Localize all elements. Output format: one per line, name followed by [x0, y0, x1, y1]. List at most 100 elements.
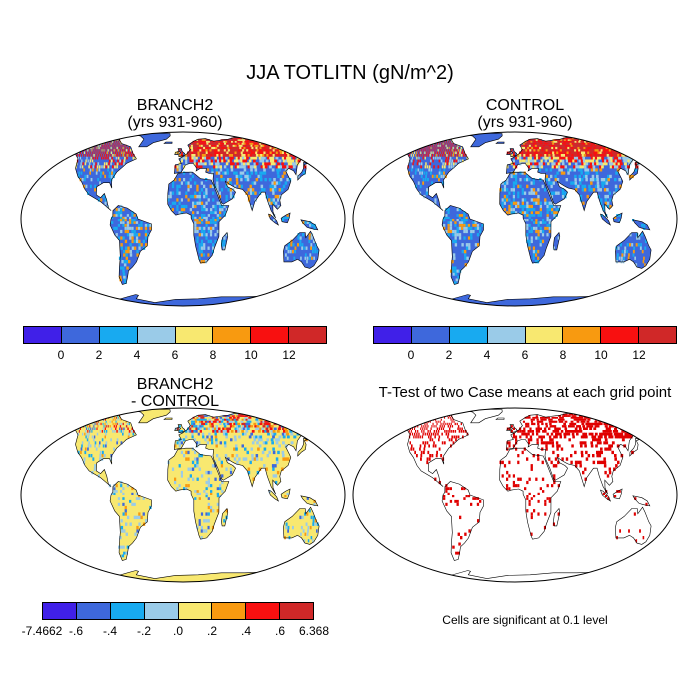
colorbar-tick-label: 8	[559, 348, 567, 362]
colorbar-box	[487, 327, 526, 343]
branch-title-line2: (yrs 931-960)	[127, 114, 223, 131]
colorbar-box	[246, 603, 281, 619]
coastline-britain	[509, 424, 518, 434]
control-map	[352, 131, 678, 307]
coastline-southamerica	[109, 481, 152, 561]
coastline-borneo	[280, 488, 291, 500]
coastline-africa	[167, 171, 230, 264]
coastline-greenland	[466, 408, 503, 424]
colorbar-tick-label: 12	[282, 348, 296, 362]
coastline-britain	[509, 148, 518, 158]
coastline-iceland	[163, 417, 173, 420]
coastline-nzealand	[330, 262, 339, 272]
coastline-nzealand	[330, 538, 339, 548]
land-sumatra	[268, 490, 279, 501]
coastline-iceland	[495, 417, 505, 420]
land-nzealand	[331, 539, 338, 547]
map-border	[352, 131, 678, 307]
coastline-newguinea	[632, 219, 651, 231]
land-nzsouth	[657, 270, 666, 277]
colorbar-tick-label: .0	[172, 624, 184, 638]
coastline-madagascar	[553, 507, 561, 527]
coastline-southamerica	[441, 481, 484, 561]
land-iceland	[164, 418, 173, 420]
land-sumatra	[600, 214, 611, 225]
colorbar-tick-label: 2	[445, 348, 453, 362]
coastline-borneo	[280, 212, 291, 224]
colorbar-box	[137, 327, 176, 343]
coastline-sumatra	[267, 489, 280, 502]
coastline-borneo	[612, 212, 623, 224]
land-field	[379, 408, 671, 582]
land-greenland	[134, 409, 171, 423]
colorbar-tick-label: 0	[407, 348, 415, 362]
coastline-southamerica	[441, 205, 484, 285]
figure-title: JJA TOTLITN (gN/m^2)	[246, 62, 454, 84]
colorbar-box	[175, 327, 214, 343]
colorbar-box	[76, 603, 111, 619]
map-border	[20, 407, 346, 583]
colorbar-box	[280, 603, 313, 619]
coastline-madagascar	[221, 231, 229, 251]
colorbar-box	[289, 327, 326, 343]
coastline-australia	[283, 230, 320, 269]
coastline-iceland	[163, 141, 173, 144]
coastline-iceland	[495, 141, 505, 144]
colorbar-box	[601, 327, 640, 343]
coastline-northamerica	[382, 137, 469, 211]
coastline-eurasia	[173, 411, 325, 495]
branch-panel-title: BRANCH2 (yrs 931-960)	[20, 97, 330, 131]
map-border	[352, 407, 678, 583]
land-africa	[167, 172, 229, 264]
branch-map	[20, 131, 346, 307]
coastline-greenland	[134, 408, 171, 424]
diff-title-line2: - CONTROL	[131, 393, 219, 410]
land-field	[47, 408, 339, 582]
colorbar-tick-label: .2	[206, 624, 218, 638]
coastline-northamerica	[382, 413, 469, 487]
coastline-eurasia	[505, 135, 657, 219]
coastline-nzsouth	[657, 270, 667, 278]
coastline-nzsouth	[657, 546, 667, 554]
ttest-map	[352, 407, 678, 583]
colorbar-box	[24, 327, 62, 343]
land-nzsouth	[325, 270, 334, 277]
coastline-nzsouth	[325, 270, 335, 278]
coastline-southamerica	[109, 205, 152, 285]
colorbar-box	[99, 327, 138, 343]
coastline-britain	[177, 424, 186, 434]
coastline-eurasia	[505, 411, 657, 495]
colorbar-tick-label: 0	[57, 348, 65, 362]
coastline-nzealand	[662, 262, 671, 272]
coastline-greenland	[134, 132, 171, 148]
coastline-britain	[177, 148, 186, 158]
colorbar-tick-label: 4	[133, 348, 141, 362]
colorbar-tick-label: .6	[274, 624, 286, 638]
coastline-eurasia	[173, 135, 325, 219]
colorbar-tick-label: -.2	[136, 624, 152, 638]
coastline-sumatra	[599, 213, 612, 226]
difference-colorbar	[42, 602, 314, 620]
control-title-line1: CONTROL	[485, 97, 565, 114]
coastline-australia	[615, 506, 652, 545]
coastline-nzsouth	[325, 546, 335, 554]
coastline-nzealand	[662, 538, 671, 548]
diff-title-line1: BRANCH2	[136, 376, 214, 393]
colorbar-tick-label: -7.4662	[21, 624, 63, 638]
colorbar-tick-label: 8	[209, 348, 217, 362]
colorbar-tick-label: 10	[244, 348, 258, 362]
colorbar-box	[213, 327, 252, 343]
land-greenland	[134, 133, 171, 147]
coastline-newguinea	[300, 495, 319, 507]
ttest-panel-title: T-Test of two Case means at each grid po…	[378, 384, 672, 401]
colorbar-tick-label: 6.368	[298, 624, 330, 638]
land-iceland	[496, 142, 505, 144]
coastline-northamerica	[50, 137, 137, 211]
colorbar-tick-label: .4	[240, 624, 252, 638]
colorbar-box	[110, 603, 145, 619]
land-nzealand	[331, 263, 338, 271]
colorbar-box	[639, 327, 676, 343]
land-southamerica	[110, 481, 152, 561]
colorbar-tick-label: 2	[95, 348, 103, 362]
coastline-africa	[499, 171, 562, 264]
